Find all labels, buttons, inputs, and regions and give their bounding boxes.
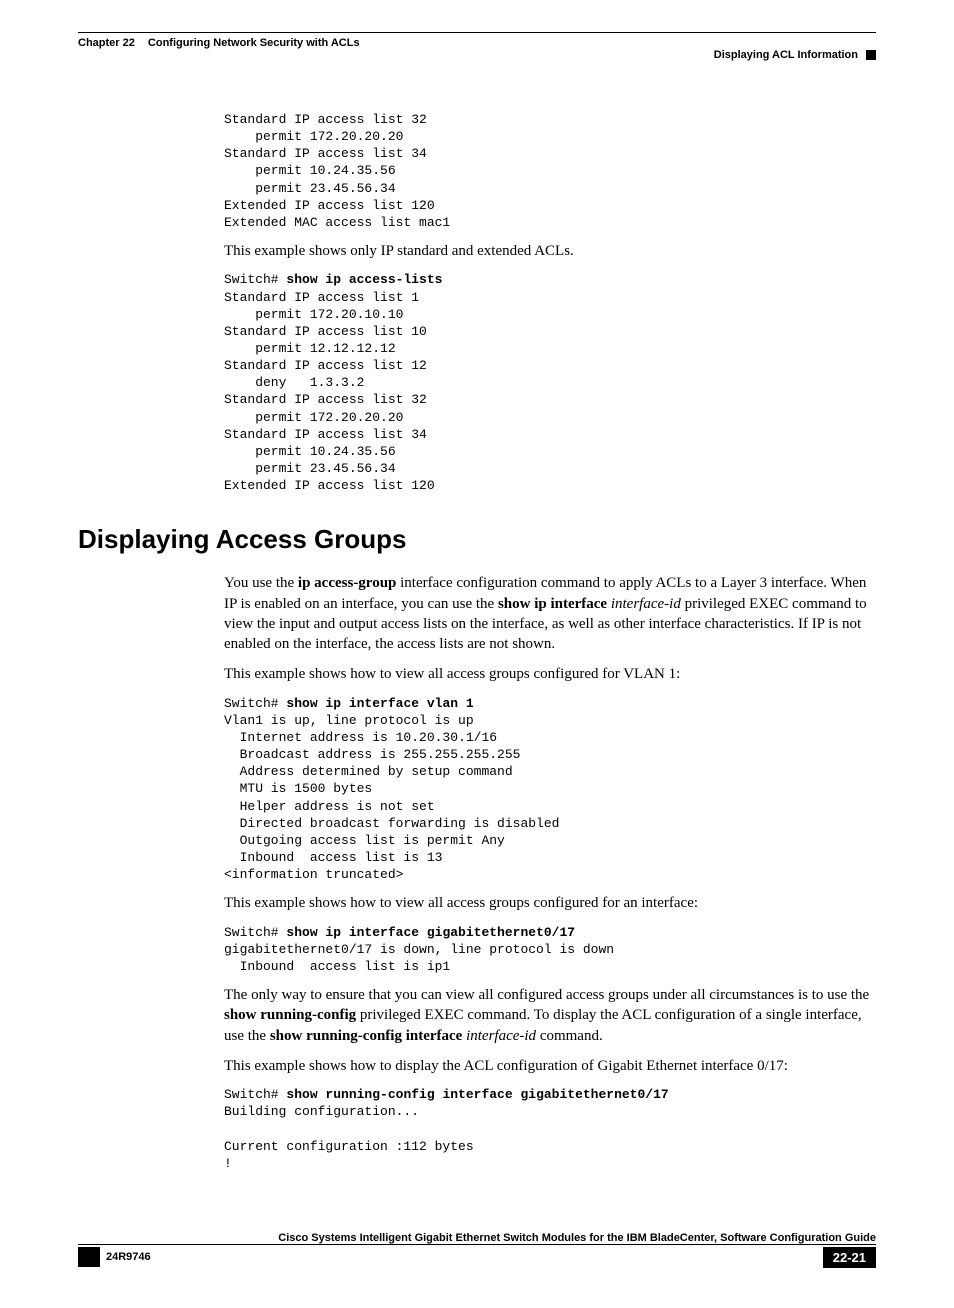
output: Vlan1 is up, line protocol is up Interne… <box>224 713 559 882</box>
code-block-3: Switch# show ip interface vlan 1 Vlan1 i… <box>224 695 876 884</box>
code-block-5: Switch# show running-config interface gi… <box>224 1086 876 1172</box>
code-block-1: Standard IP access list 32 permit 172.20… <box>224 111 876 231</box>
command: show running-config interface gigabiteth… <box>286 1087 668 1102</box>
prompt: Switch# <box>224 925 286 940</box>
heading-access-groups: Displaying Access Groups <box>78 524 876 555</box>
paragraph-3: This example shows how to view all acces… <box>224 664 876 684</box>
paragraph-1: This example shows only IP standard and … <box>224 241 876 261</box>
chapter-label: Chapter 22 <box>78 37 135 49</box>
command: show ip access-lists <box>286 272 442 287</box>
prompt: Switch# <box>224 696 286 711</box>
chapter-title: Configuring Network Security with ACLs <box>148 37 360 49</box>
footer-page-number: 22-21 <box>823 1247 876 1268</box>
code-block-4: Switch# show ip interface gigabitetherne… <box>224 924 876 975</box>
output: Standard IP access list 1 permit 172.20.… <box>224 290 435 494</box>
top-rule <box>78 32 876 33</box>
command: show ip interface gigabitethernet0/17 <box>286 925 575 940</box>
footer-book-title: Cisco Systems Intelligent Gigabit Ethern… <box>78 1232 876 1244</box>
code-block-2: Switch# show ip access-lists Standard IP… <box>224 271 876 494</box>
paragraph-2: You use the ip access-group interface co… <box>224 573 876 654</box>
page-header: Chapter 22 Configuring Network Security … <box>78 37 876 61</box>
paragraph-4: This example shows how to view all acces… <box>224 893 876 913</box>
paragraph-6: This example shows how to display the AC… <box>224 1056 876 1076</box>
prompt: Switch# <box>224 1087 286 1102</box>
footer-doc-number: 24R9746 <box>106 1251 151 1263</box>
page-footer: Cisco Systems Intelligent Gigabit Ethern… <box>78 1232 876 1268</box>
paragraph-5: The only way to ensure that you can view… <box>224 985 876 1046</box>
section-title: Displaying ACL Information <box>714 49 858 61</box>
header-marker-icon <box>866 50 876 60</box>
prompt: Switch# <box>224 272 286 287</box>
output: Building configuration... Current config… <box>224 1104 474 1170</box>
output: gigabitethernet0/17 is down, line protoc… <box>224 942 614 974</box>
footer-marker-icon <box>78 1247 100 1267</box>
footer-rule <box>78 1244 876 1245</box>
command: show ip interface vlan 1 <box>286 696 473 711</box>
